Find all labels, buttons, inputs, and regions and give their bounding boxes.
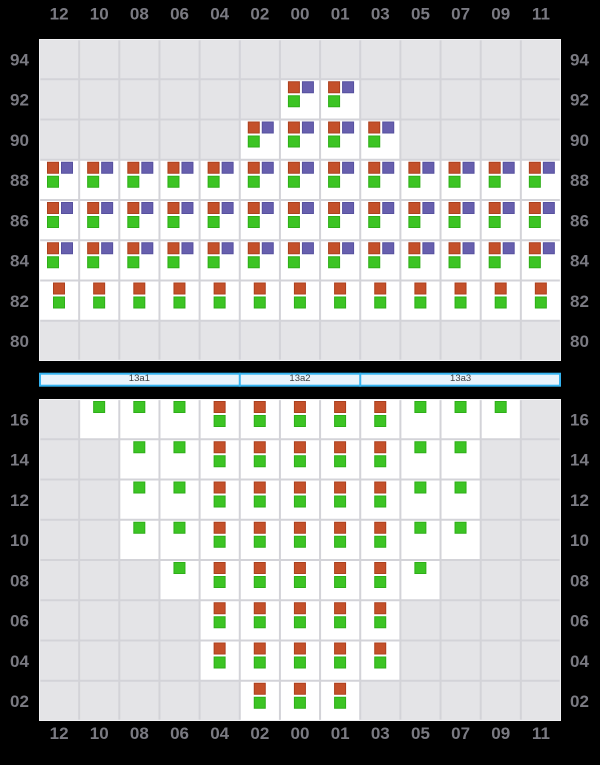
- svg-text:09: 09: [491, 724, 510, 743]
- svg-text:06: 06: [170, 4, 189, 23]
- svg-text:04: 04: [570, 652, 589, 671]
- svg-text:82: 82: [570, 292, 589, 311]
- svg-text:88: 88: [10, 171, 29, 190]
- svg-text:90: 90: [570, 131, 589, 150]
- svg-text:11: 11: [532, 4, 550, 23]
- svg-text:12: 12: [570, 491, 589, 510]
- svg-text:94: 94: [10, 50, 29, 69]
- svg-text:01: 01: [331, 4, 350, 23]
- svg-text:88: 88: [570, 171, 589, 190]
- svg-text:07: 07: [451, 4, 470, 23]
- svg-text:80: 80: [10, 332, 29, 351]
- svg-text:13a3: 13a3: [450, 373, 471, 384]
- svg-text:84: 84: [570, 252, 589, 271]
- svg-text:04: 04: [210, 4, 229, 23]
- svg-text:86: 86: [570, 211, 589, 230]
- svg-text:14: 14: [10, 451, 29, 470]
- svg-text:82: 82: [10, 292, 29, 311]
- svg-text:92: 92: [10, 91, 29, 110]
- svg-text:02: 02: [570, 692, 589, 711]
- svg-text:13a1: 13a1: [129, 373, 150, 384]
- svg-text:92: 92: [570, 91, 589, 110]
- svg-text:10: 10: [90, 4, 109, 23]
- svg-text:10: 10: [90, 724, 109, 743]
- svg-text:86: 86: [10, 211, 29, 230]
- svg-text:04: 04: [10, 652, 29, 671]
- svg-text:02: 02: [250, 4, 269, 23]
- svg-text:07: 07: [451, 724, 470, 743]
- svg-text:06: 06: [10, 612, 29, 631]
- svg-text:10: 10: [570, 531, 589, 550]
- svg-text:02: 02: [10, 692, 29, 711]
- svg-text:08: 08: [130, 724, 149, 743]
- svg-text:13a2: 13a2: [289, 373, 310, 384]
- svg-text:05: 05: [411, 724, 430, 743]
- svg-text:03: 03: [371, 4, 390, 23]
- svg-text:10: 10: [10, 531, 29, 550]
- svg-text:84: 84: [10, 252, 29, 271]
- svg-text:06: 06: [170, 724, 189, 743]
- svg-text:08: 08: [130, 4, 149, 23]
- svg-text:00: 00: [291, 724, 310, 743]
- svg-text:06: 06: [570, 612, 589, 631]
- svg-text:02: 02: [250, 724, 269, 743]
- svg-text:00: 00: [291, 4, 310, 23]
- svg-text:04: 04: [210, 724, 229, 743]
- svg-text:16: 16: [570, 410, 589, 429]
- svg-text:08: 08: [10, 571, 29, 590]
- svg-text:12: 12: [10, 491, 29, 510]
- svg-text:05: 05: [411, 4, 430, 23]
- svg-text:12: 12: [50, 724, 69, 743]
- svg-text:80: 80: [570, 332, 589, 351]
- svg-text:03: 03: [371, 724, 390, 743]
- svg-text:11: 11: [532, 724, 550, 743]
- svg-text:09: 09: [491, 4, 510, 23]
- svg-text:14: 14: [570, 451, 589, 470]
- svg-text:08: 08: [570, 571, 589, 590]
- svg-text:94: 94: [570, 50, 589, 69]
- svg-text:12: 12: [50, 4, 69, 23]
- svg-text:16: 16: [10, 410, 29, 429]
- svg-text:01: 01: [331, 724, 350, 743]
- svg-text:90: 90: [10, 131, 29, 150]
